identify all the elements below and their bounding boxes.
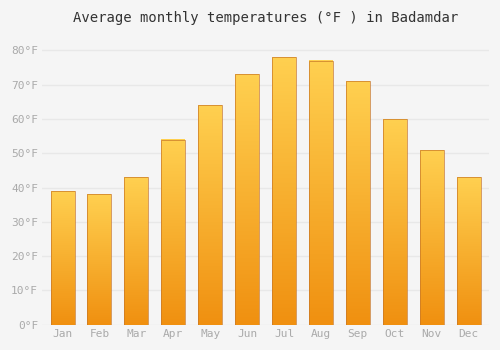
Bar [50, 191, 74, 325]
Bar [420, 150, 444, 325]
Bar [198, 105, 222, 325]
Bar [124, 177, 148, 325]
Bar [235, 75, 259, 325]
Bar [383, 119, 407, 325]
Bar [272, 57, 296, 325]
Bar [88, 194, 112, 325]
Title: Average monthly temperatures (°F ) in Badamdar: Average monthly temperatures (°F ) in Ba… [73, 11, 458, 25]
Bar [456, 177, 480, 325]
Bar [162, 140, 186, 325]
Bar [346, 81, 370, 325]
Bar [309, 61, 333, 325]
